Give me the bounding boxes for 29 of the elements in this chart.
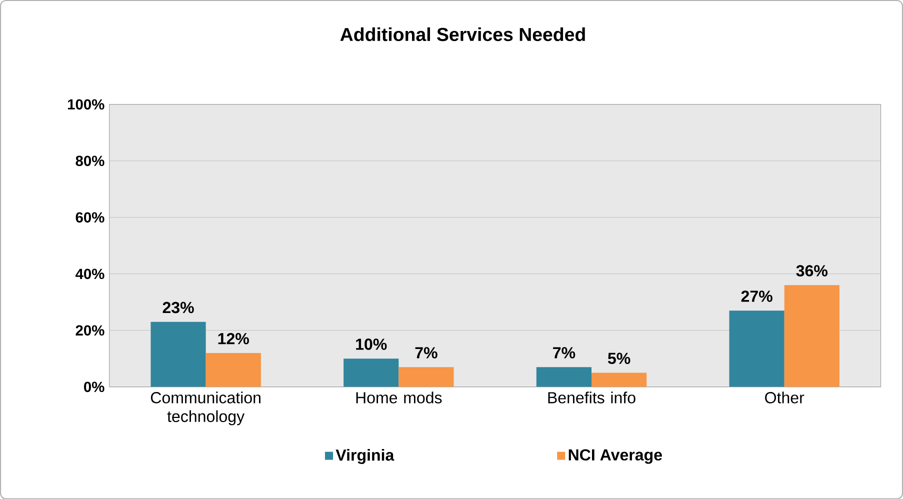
bar [729, 310, 784, 387]
x-tick-label: Other [765, 391, 804, 404]
data-label: 23% [162, 302, 194, 314]
y-tick-label: 60% [76, 212, 104, 222]
bar [592, 372, 647, 387]
y-tick-label: 80% [76, 156, 104, 166]
data-label: 27% [741, 290, 772, 302]
x-tick-label: Communication technology [150, 391, 260, 426]
legend-label: Virginia [336, 448, 394, 464]
x-tick-label: Home mods [356, 391, 442, 404]
y-tick-label: 20% [76, 325, 104, 336]
bar [344, 358, 399, 387]
bar [150, 322, 206, 387]
bar [784, 285, 840, 387]
legend-label: NCI Average [568, 449, 662, 464]
data-label: 36% [796, 264, 828, 276]
data-label: 10% [356, 338, 387, 350]
data-label: 7% [415, 346, 438, 358]
y-tick-label: 0% [84, 382, 104, 392]
data-label: 12% [218, 332, 249, 344]
y-tick-label: 100% [68, 99, 104, 110]
data-label: 5% [608, 352, 630, 364]
y-tick-label: 40% [76, 268, 104, 279]
bar [536, 366, 592, 387]
data-label: 7% [553, 346, 576, 358]
x-tick-label: Benefits info [548, 391, 636, 404]
bar [206, 352, 261, 387]
chart-title: Additional Services Needed [340, 27, 585, 41]
bar [398, 366, 454, 387]
